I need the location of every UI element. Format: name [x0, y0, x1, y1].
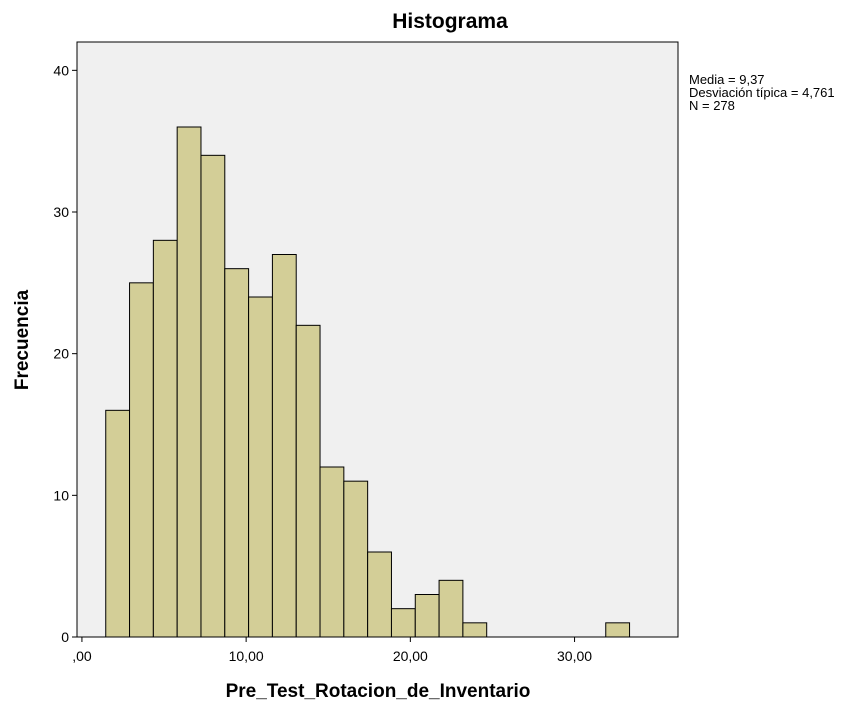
- y-tick-label: 40: [53, 62, 69, 78]
- histogram-bar: [248, 296, 273, 638]
- statistic-line: Desviación típica = 4,761: [689, 85, 835, 100]
- y-tick-label: 10: [53, 487, 69, 503]
- histogram-bar: [271, 254, 297, 638]
- y-axis: 0 10 20 30 40: [53, 62, 77, 645]
- histogram-bar: [152, 239, 178, 638]
- histogram-bar: [224, 268, 250, 638]
- histogram-bar: [414, 594, 440, 638]
- x-tick-label: ,00: [72, 648, 92, 664]
- x-axis: ,00 10,00 20,00 30,00: [72, 637, 592, 664]
- y-tick-label: 0: [61, 629, 69, 645]
- histogram-bar: [295, 324, 321, 638]
- histogram-bar: [105, 409, 131, 638]
- histogram-bar: [129, 282, 154, 638]
- y-tick-label: 20: [53, 346, 69, 362]
- x-tick-label: 20,00: [393, 648, 428, 664]
- histogram-bar: [367, 551, 392, 638]
- bars-group: [105, 126, 631, 638]
- y-axis-label: Frecuencia: [12, 289, 33, 390]
- x-tick-label: 10,00: [229, 648, 264, 664]
- x-axis-label: Pre_Test_Rotacion_de_Inventario: [226, 681, 531, 702]
- y-tick-label: 30: [53, 204, 69, 220]
- histogram-bar: [176, 126, 202, 638]
- histogram-bar: [390, 608, 416, 638]
- histogram-bar: [605, 622, 631, 638]
- histogram-bar: [438, 579, 464, 638]
- histogram-bar: [462, 622, 488, 638]
- histogram-bar: [343, 480, 369, 638]
- statistic-line: N = 278: [689, 98, 735, 113]
- statistic-line: Media = 9,37: [689, 72, 765, 87]
- chart-title: Histograma: [392, 10, 508, 33]
- x-tick-label: 30,00: [557, 648, 592, 664]
- histogram-bar: [319, 466, 345, 638]
- histogram-bar: [200, 154, 226, 638]
